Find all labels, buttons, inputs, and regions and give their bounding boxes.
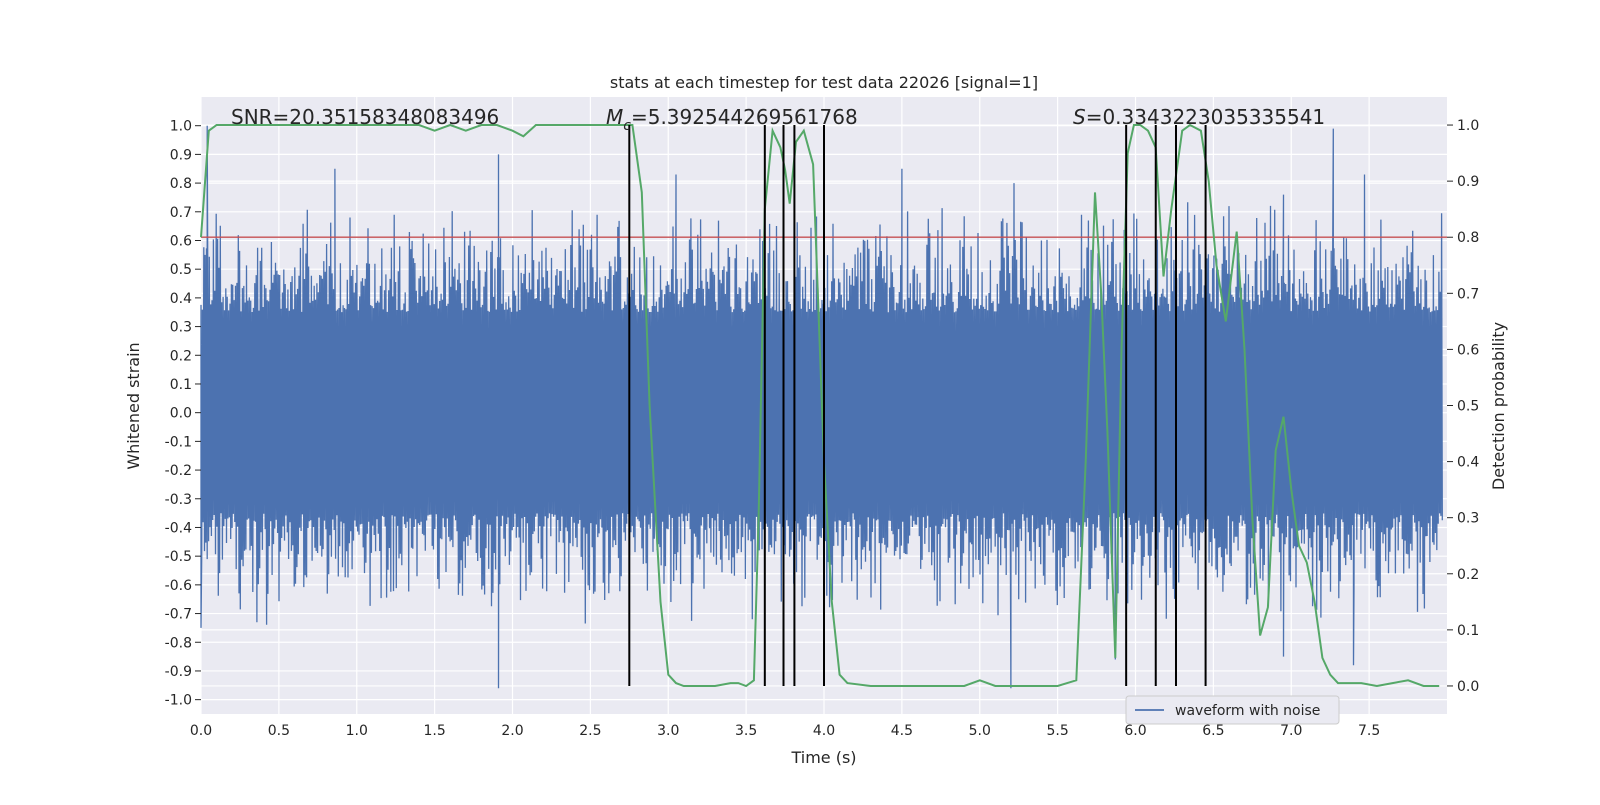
y-tick-label: 0.2 — [170, 348, 192, 364]
y2-tick-label: 0.6 — [1457, 342, 1479, 358]
legend: waveform with noise — [1125, 695, 1340, 725]
y-tick-label: -0.1 — [165, 434, 192, 450]
s-value: =0.3343223035335541 — [1086, 105, 1325, 129]
s-annotation: S=0.3343223035335541 — [1073, 105, 1325, 129]
x-tick-label: 4.0 — [813, 723, 835, 739]
x-tick-label: 7.0 — [1280, 723, 1302, 739]
x-tick-label: 5.5 — [1046, 723, 1068, 739]
y2-ticks: 1.0 0.9 0.8 0.7 0.6 0.5 0.4 0.3 0.2 0.1 0.0 — [1447, 118, 1479, 695]
x-axis-label: Time (s) — [790, 748, 856, 767]
y2-tick-label: 0.8 — [1457, 230, 1479, 246]
y-tick-label: 0.5 — [170, 262, 192, 278]
x-tick-label: 1.0 — [346, 723, 368, 739]
y-tick-label: -0.6 — [165, 578, 192, 594]
x-tick-label: 5.0 — [969, 723, 991, 739]
y2-tick-label: 0.5 — [1457, 399, 1479, 415]
y-tick-label: -0.8 — [165, 635, 192, 651]
probability-line — [200, 123, 1440, 688]
x-tick-label: 6.5 — [1202, 723, 1224, 739]
x-tick-label: 3.0 — [657, 723, 679, 739]
s-symbol: S — [1073, 105, 1086, 129]
y-tick-label: -1.0 — [165, 693, 192, 709]
chirp-mass-subscript: c — [623, 118, 631, 134]
y2-tick-label: 0.3 — [1457, 511, 1479, 527]
x-tick-label: 4.5 — [891, 723, 913, 739]
y-tick-label: 0.9 — [170, 147, 192, 163]
y2-tick-label: 0.0 — [1457, 679, 1479, 695]
x-tick-label: 2.0 — [501, 723, 523, 739]
x-tick-label: 0.0 — [190, 723, 212, 739]
y2-tick-label: 0.7 — [1457, 286, 1479, 302]
y2-axis-label: Detection probability — [1489, 322, 1508, 490]
y-tick-label: 0.4 — [170, 291, 192, 307]
y-tick-label: -0.4 — [165, 520, 192, 536]
legend-box — [1125, 695, 1340, 725]
probability-series — [200, 123, 1440, 688]
x-ticks: 0.0 0.5 1.0 1.5 2.0 2.5 3.0 3.5 4.0 4.5 5.0 5.5 6.0 6… — [190, 723, 1380, 739]
y-tick-label: -0.5 — [165, 549, 192, 565]
y-tick-label: 1.0 — [170, 119, 192, 135]
y2-tick-label: 0.2 — [1457, 567, 1479, 583]
y-tick-label: -0.7 — [165, 607, 192, 623]
y-tick-label: 0.1 — [170, 377, 192, 393]
x-tick-label: 3.5 — [735, 723, 757, 739]
y-tick-label: -0.2 — [165, 463, 192, 479]
y2-tick-label: 0.4 — [1457, 455, 1479, 471]
vertical-lines — [628, 125, 1207, 686]
y-tick-label: -0.3 — [165, 492, 192, 508]
y2-tick-label: 0.1 — [1457, 623, 1479, 639]
x-tick-label: 2.5 — [579, 723, 601, 739]
y-tick-label: 0.6 — [170, 233, 192, 249]
y-axis-label: Whitened strain — [124, 342, 143, 469]
legend-label: waveform with noise — [1175, 703, 1320, 719]
x-tick-label: 0.5 — [268, 723, 290, 739]
chirp-mass-value: =5.392544269561768 — [631, 105, 858, 129]
x-tick-label: 1.5 — [423, 723, 445, 739]
y-tick-label: 0.8 — [170, 176, 192, 192]
x-tick-label: 7.5 — [1358, 723, 1380, 739]
y-tick-label: -0.9 — [165, 664, 192, 680]
y2-tick-label: 1.0 — [1457, 118, 1479, 134]
x-tick-label: 6.0 — [1124, 723, 1146, 739]
y-tick-label: 0.3 — [170, 320, 192, 336]
snr-annotation: SNR=20.35158348083496 — [231, 105, 499, 129]
chirp-mass-annotation: Mc=5.392544269561768 — [606, 105, 858, 134]
y-tick-label: 0.0 — [170, 406, 192, 422]
chart-title: stats at each timestep for test data 220… — [610, 73, 1038, 92]
y2-tick-label: 0.9 — [1457, 174, 1479, 190]
y-tick-label: 0.7 — [170, 205, 192, 221]
chirp-mass-symbol: M — [606, 105, 623, 129]
y-ticks: 1.0 0.9 0.8 0.7 0.6 0.5 0.4 0.3 0.2 0.1 0.0 -0.1 -0.… — [165, 119, 201, 709]
